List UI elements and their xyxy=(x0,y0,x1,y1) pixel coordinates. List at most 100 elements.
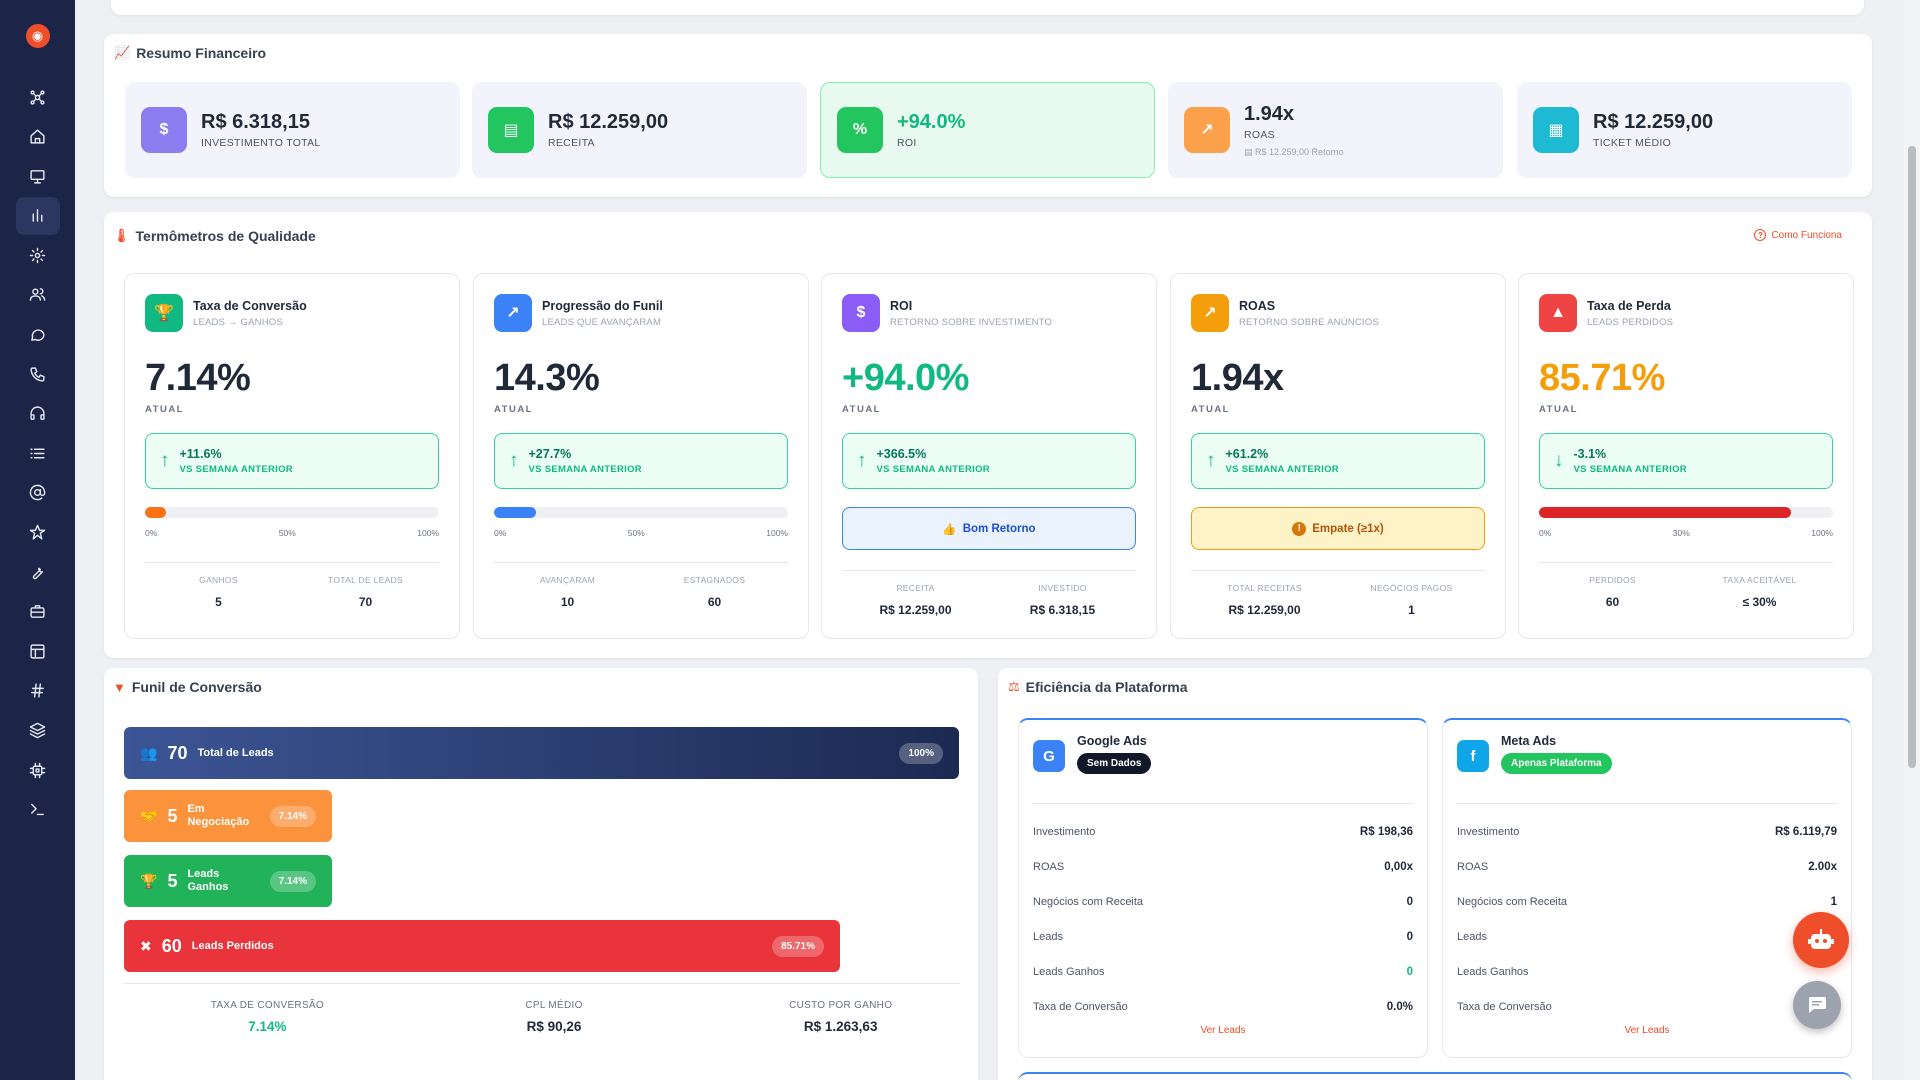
quality-card-delta-value: -3.1% xyxy=(1573,447,1607,461)
funnel-stat-value: R$ 90,26 xyxy=(526,1019,582,1034)
quality-card-delta-value: +27.7% xyxy=(528,447,572,461)
financial-card-label: INVESTIMENTO TOTAL xyxy=(201,137,321,149)
quality-card-status: ! Empate (≥1x) xyxy=(1191,507,1485,550)
financial-card-label: ROAS xyxy=(1244,128,1275,141)
sidebar-item-star[interactable] xyxy=(16,514,60,552)
quality-card-divider xyxy=(145,562,439,563)
chat-button[interactable] xyxy=(1793,981,1841,1029)
quality-card-delta-value: +366.5% xyxy=(876,447,927,461)
quality-card-subtitle: LEADS → GANHOS xyxy=(193,316,283,328)
financial-card-icon: ▦ xyxy=(1533,107,1579,153)
quality-card-title: Progressão do Funil xyxy=(542,298,663,313)
quality-card-title: Taxa de Perda xyxy=(1587,298,1671,313)
sidebar-item-gear[interactable] xyxy=(16,236,60,274)
quality-card-scale: 0% 50% 100% xyxy=(494,528,788,538)
bot-assistant-button[interactable] xyxy=(1793,912,1849,968)
funnel-bar-em-negociação[interactable]: 🤝 5 Em Negociação 7.14% xyxy=(124,790,332,842)
quality-card-taxa-de-conversão: 🏆 Taxa de Conversão LEADS → GANHOS 7.14% ATU… xyxy=(124,273,460,639)
platform-title: ⚖ Eficiência da Plataforma xyxy=(1008,679,1188,695)
platform-metric-row: Leads 0 xyxy=(1033,919,1413,954)
metric-label: Taxa de Conversão xyxy=(1457,1000,1552,1013)
quality-card-delta: ↑ +61.2% VS SEMANA ANTERIOR xyxy=(1191,433,1485,489)
metric-label: Leads xyxy=(1033,930,1063,943)
quality-card-divider xyxy=(1539,562,1833,563)
sidebar-item-chat[interactable] xyxy=(16,316,60,354)
quality-card-progress xyxy=(1539,507,1833,518)
sidebar-item-wrench[interactable] xyxy=(16,553,60,591)
sidebar-item-briefcase[interactable] xyxy=(16,593,60,631)
stat-value: 10 xyxy=(560,595,575,609)
quality-card-taxa-de-perda: ▲ Taxa de Perda LEADS PERDIDOS 85.71% ATUAL ↓… xyxy=(1518,273,1854,639)
layers-icon xyxy=(29,722,46,739)
sidebar-item-phone[interactable] xyxy=(16,355,60,393)
thermometer-icon: 🌡 xyxy=(113,228,130,243)
platform-status-badge: Sem Dados xyxy=(1077,753,1152,774)
network-icon xyxy=(30,89,45,105)
financial-card-sub: R$ 12.259,00 Retorno xyxy=(1255,146,1344,157)
sidebar-item-home[interactable] xyxy=(16,118,60,156)
funnel-bar-label: Leads Perdidos xyxy=(191,939,274,952)
sidebar-item-at-sign[interactable] xyxy=(16,474,60,512)
metric-value: 0 xyxy=(1406,965,1413,978)
funnel-stat-value: 7.14% xyxy=(248,1019,287,1034)
financial-card-roi: % +94.0% ROI xyxy=(820,82,1155,178)
platform-card-metrics: Investimento R$ 198,36 ROAS 0,00x Negócios c… xyxy=(1033,814,1413,1024)
wrench-icon xyxy=(32,567,44,579)
sidebar-item-users[interactable] xyxy=(16,276,60,314)
sidebar-item-chip[interactable] xyxy=(16,751,60,789)
platform-metric-row: Taxa de Conversão xyxy=(1457,989,1837,1024)
financial-card-value: R$ 6.318,15 xyxy=(201,111,310,133)
filter-icon: ▼ xyxy=(113,679,126,695)
financial-card-value: 1.94x xyxy=(1244,102,1295,125)
stat-value: 70 xyxy=(358,595,373,609)
scrollbar-thumb[interactable] xyxy=(1908,146,1916,768)
sidebar-item-hash[interactable] xyxy=(16,672,60,710)
brand-logo[interactable]: ◉ xyxy=(25,24,50,48)
quality-card-delta: ↑ +11.6% VS SEMANA ANTERIOR xyxy=(145,433,439,489)
quality-card-icon: ↗ xyxy=(494,294,532,332)
stat-label: PERDIDOS xyxy=(1589,575,1636,585)
quality-card-value: 14.3% xyxy=(494,357,600,399)
sidebar-item-layout[interactable] xyxy=(16,632,60,670)
sidebar-item-layers[interactable] xyxy=(16,712,60,750)
stat-value: ≤ 30% xyxy=(1742,595,1777,609)
funnel-bar-total-de-leads[interactable]: 👥 70 Total de Leads 100% xyxy=(124,727,959,779)
funnel-bar-leads-ganhos[interactable]: 🏆 5 Leads Ganhos 7.14% xyxy=(124,855,332,907)
funnel-stat-label: CUSTO POR GANHO xyxy=(789,1000,893,1011)
metric-value: R$ 198,36 xyxy=(1359,825,1413,838)
terminal-icon xyxy=(31,804,44,816)
funnel-bar-label: Total de Leads xyxy=(197,746,274,759)
quality-card-stat: TOTAL DE LEADS 70 xyxy=(292,575,439,609)
sidebar-item-terminal[interactable] xyxy=(16,791,60,829)
funnel-stats: TAXA DE CONVERSÃO 7.14% CPL MÉDIO R$ 90,26 C… xyxy=(124,1000,984,1034)
how-it-works-link[interactable]: ? Como Funciona xyxy=(1754,229,1842,241)
sidebar-item-list[interactable] xyxy=(16,434,60,472)
sidebar-item-monitor[interactable] xyxy=(16,157,60,195)
quality-card-status: 👍 Bom Retorno xyxy=(842,507,1136,550)
metric-label: Taxa de Conversão xyxy=(1033,1000,1128,1013)
quality-card-header: 🏆 Taxa de Conversão LEADS → GANHOS xyxy=(145,294,307,332)
arrow-down-icon: ↓ xyxy=(1554,450,1564,471)
sidebar-item-network[interactable] xyxy=(16,78,60,116)
sidebar-item-bar-chart[interactable] xyxy=(15,196,60,235)
view-leads-link[interactable]: Ver Leads xyxy=(1624,1025,1670,1036)
metric-label: Leads Ganhos xyxy=(1033,965,1105,978)
quality-card-stats: AVANÇARAM 10 ESTAGNADOS 60 xyxy=(494,575,788,609)
view-leads-link[interactable]: Ver Leads xyxy=(1200,1025,1246,1036)
quality-card-delta-label: VS SEMANA ANTERIOR xyxy=(876,464,990,475)
quality-card-icon: ▲ xyxy=(1539,294,1577,332)
funnel-stat-custo-por-ganho: CUSTO POR GANHO R$ 1.263,63 xyxy=(697,1000,984,1034)
funnel-bar-percent: 85.71% xyxy=(772,935,824,957)
users-icon xyxy=(29,288,46,302)
scrollbar-track[interactable] xyxy=(1904,0,1920,1080)
monitor-icon xyxy=(30,169,45,184)
sidebar-item-headset[interactable] xyxy=(16,395,60,433)
funnel-bar-leads-perdidos[interactable]: ✖ 60 Leads Perdidos 85.71% xyxy=(124,920,840,972)
quality-card-stats: GANHOS 5 TOTAL DE LEADS 70 xyxy=(145,575,439,609)
quality-card-stats: TOTAL RECEITAS R$ 12.259,00 NEGÓCIOS PAGOS… xyxy=(1191,583,1485,617)
metric-value: 0.0% xyxy=(1386,1000,1413,1013)
platform-status-badge: Apenas Plataforma xyxy=(1501,753,1612,774)
quality-card-stat: PERDIDOS 60 xyxy=(1539,575,1686,609)
arrow-up-icon: ↑ xyxy=(509,450,519,471)
platform-metric-row: Leads Ganhos 0 xyxy=(1033,954,1413,989)
